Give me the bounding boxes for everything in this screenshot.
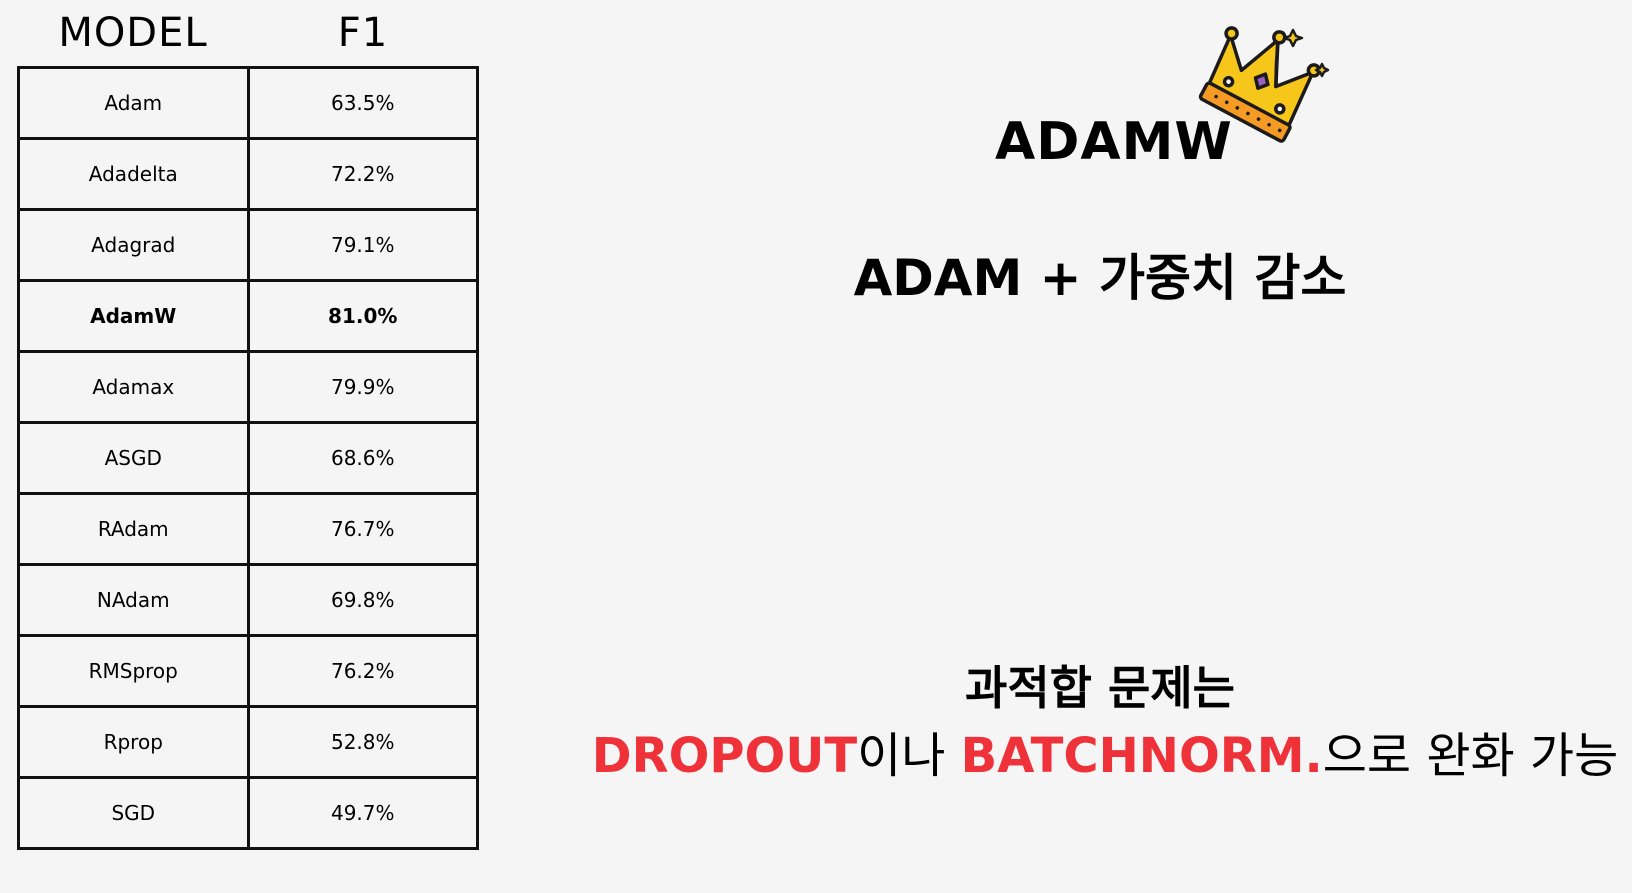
results-table: Adam 63.5% Adadelta 72.2% Adagrad 79.1% AdamW 8…	[17, 66, 479, 850]
table-row: RMSprop 76.2%	[17, 634, 479, 708]
model-cell: RMSprop	[17, 634, 250, 708]
note-ending: 으로 완화 가능	[1322, 728, 1619, 784]
crown-icon	[1198, 26, 1330, 143]
f1-cell: 52.8%	[246, 705, 479, 779]
model-cell: Adagrad	[17, 208, 250, 282]
model-cell: RAdam	[17, 492, 250, 566]
note-line-1: 과적합 문제는	[965, 661, 1235, 715]
f1-cell: 72.2%	[246, 137, 479, 211]
note-line-2: DROPOUT이나 BATCHNORM.으로 완화 가능	[590, 716, 1620, 786]
model-cell: Adam	[17, 66, 250, 140]
f1-cell: 79.9%	[246, 350, 479, 424]
f1-cell: 69.8%	[246, 563, 479, 637]
f1-cell: 76.7%	[246, 492, 479, 566]
f1-cell: 81.0%	[246, 279, 479, 353]
column-header-model: MODEL	[58, 10, 208, 56]
table-row: Adamax 79.9%	[17, 350, 479, 424]
batchnorm-highlight: BATCHNORM.	[960, 728, 1323, 784]
column-header-f1: F1	[337, 10, 389, 56]
page-title: ADAMW	[995, 112, 1233, 172]
table-row: Adam 63.5%	[17, 66, 479, 140]
model-cell: Rprop	[17, 705, 250, 779]
table-row: Adadelta 72.2%	[17, 137, 479, 211]
f1-cell: 63.5%	[246, 66, 479, 140]
model-cell: Adadelta	[17, 137, 250, 211]
model-cell: AdamW	[17, 279, 250, 353]
model-cell: ASGD	[17, 421, 250, 495]
f1-cell: 49.7%	[246, 776, 479, 850]
subtitle: ADAM + 가중치 감소	[853, 249, 1347, 307]
table-row: SGD 49.7%	[17, 776, 479, 850]
model-cell: NAdam	[17, 563, 250, 637]
dropout-highlight: DROPOUT	[591, 728, 858, 784]
table-row: RAdam 76.7%	[17, 492, 479, 566]
model-cell: Adamax	[17, 350, 250, 424]
table-row: AdamW 81.0%	[17, 279, 479, 353]
table-row: ASGD 68.6%	[17, 421, 479, 495]
note-connector: 이나	[857, 728, 961, 784]
f1-cell: 79.1%	[246, 208, 479, 282]
f1-cell: 68.6%	[246, 421, 479, 495]
model-cell: SGD	[17, 776, 250, 850]
table-row: NAdam 69.8%	[17, 563, 479, 637]
table-row: Adagrad 79.1%	[17, 208, 479, 282]
f1-cell: 76.2%	[246, 634, 479, 708]
table-row: Rprop 52.8%	[17, 705, 479, 779]
